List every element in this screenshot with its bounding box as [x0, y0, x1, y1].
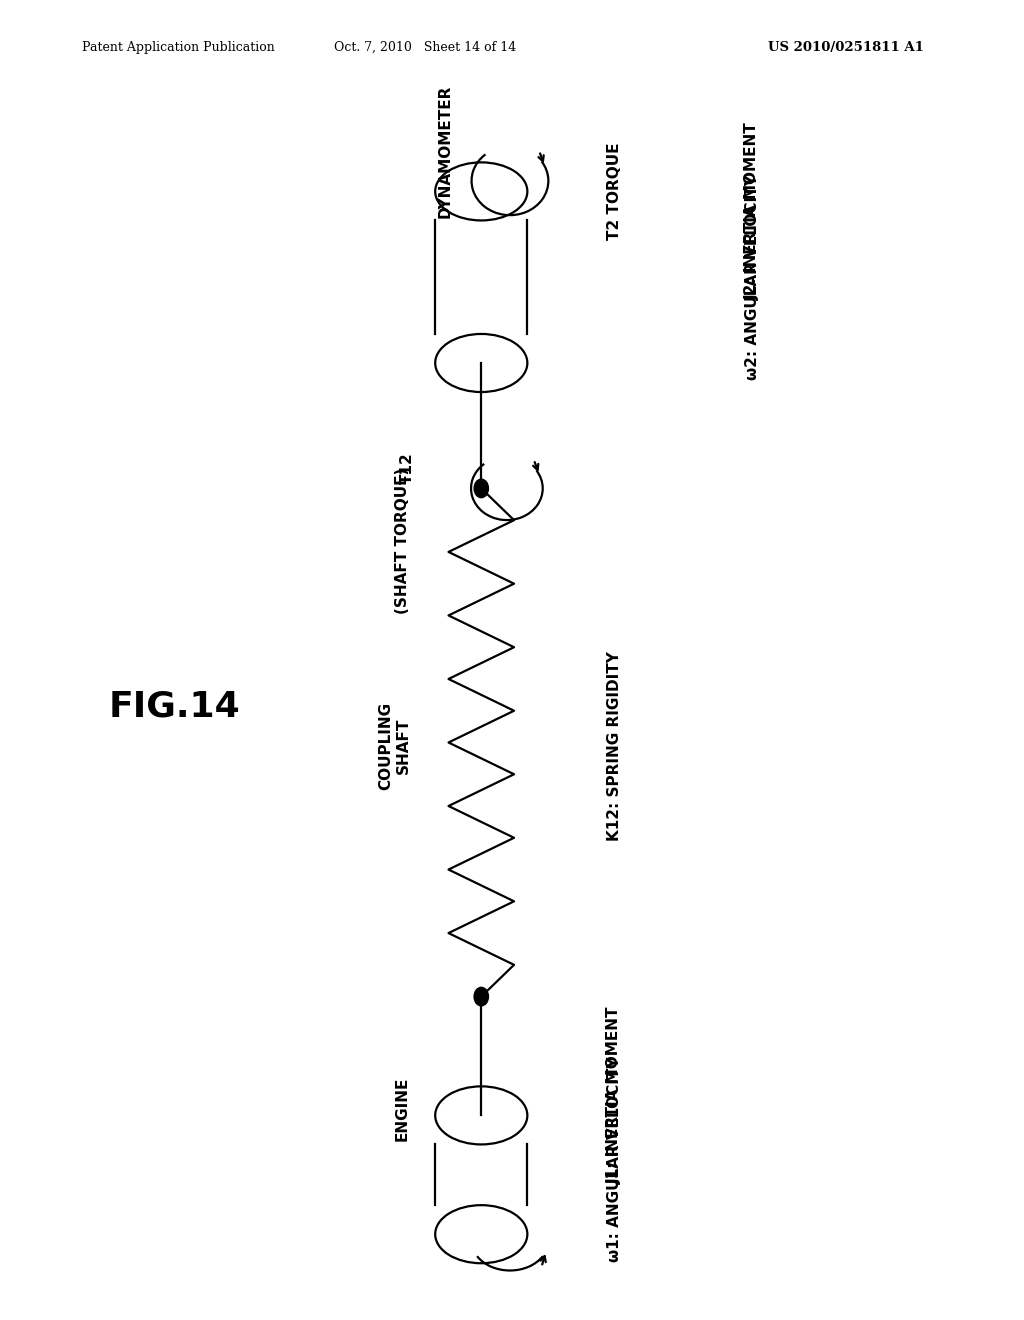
Text: K12: SPRING RIGIDITY: K12: SPRING RIGIDITY: [607, 651, 622, 841]
Text: T2 TORQUE: T2 TORQUE: [607, 143, 622, 240]
Text: J1: INERTIA MOMENT: J1: INERTIA MOMENT: [607, 1007, 622, 1184]
Text: FIG.14: FIG.14: [109, 689, 240, 723]
Circle shape: [474, 479, 488, 498]
Text: ENGINE: ENGINE: [395, 1077, 410, 1140]
Text: T12: T12: [400, 453, 415, 484]
Circle shape: [474, 987, 488, 1006]
Text: ω2: ANGULAR VELOCITY: ω2: ANGULAR VELOCITY: [745, 174, 760, 380]
Text: Patent Application Publication: Patent Application Publication: [82, 41, 274, 54]
Text: Oct. 7, 2010   Sheet 14 of 14: Oct. 7, 2010 Sheet 14 of 14: [334, 41, 516, 54]
Text: DYNAMOMETER: DYNAMOMETER: [438, 84, 453, 219]
Text: ω1: ANGULAR VELOCITY: ω1: ANGULAR VELOCITY: [607, 1056, 622, 1262]
Text: COUPLING
SHAFT: COUPLING SHAFT: [378, 702, 411, 789]
Text: US 2010/0251811 A1: US 2010/0251811 A1: [768, 41, 924, 54]
Text: J2: INERTIA MOMENT: J2: INERTIA MOMENT: [745, 123, 760, 300]
Text: (SHAFT TORQUE): (SHAFT TORQUE): [395, 469, 410, 614]
